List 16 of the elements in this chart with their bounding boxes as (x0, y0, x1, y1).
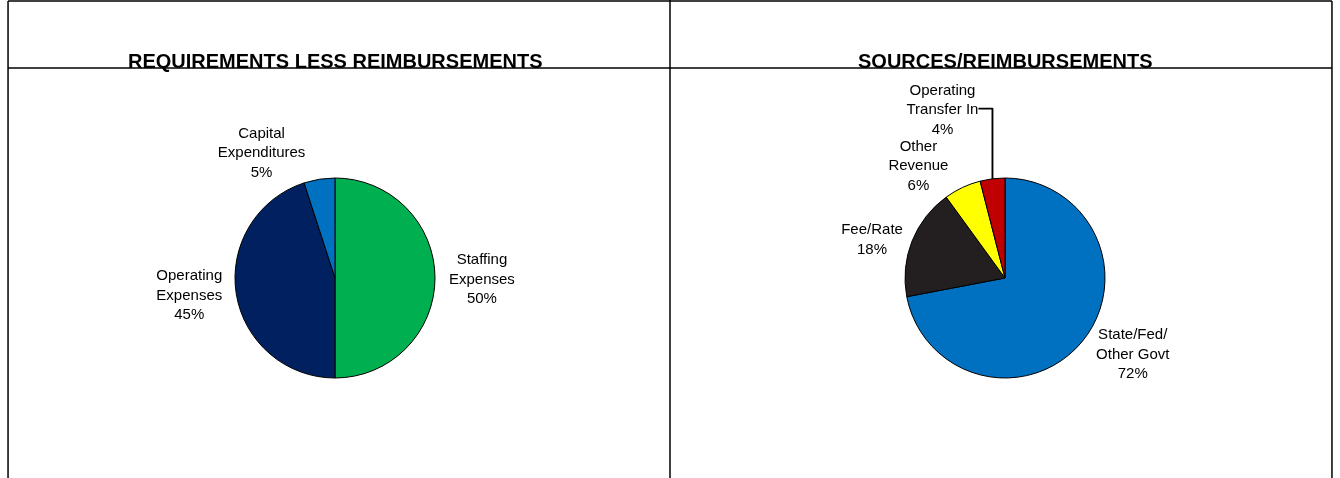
data-label: 18% (857, 239, 888, 257)
slice-label: Capital Expenditures (217, 123, 306, 161)
slice-label: State/Fed/ Other Govt (1096, 325, 1171, 362)
chart-title: REQUIREMENTS LESS REIMBURSEMENTS (128, 50, 543, 72)
slice-label: Staffing Expenses (449, 250, 515, 287)
slice-label: Operating Transfer In (906, 80, 979, 118)
data-label: 50% (466, 289, 497, 306)
chart-title: SOURCES/REIMBURSEMENTS (858, 50, 1153, 72)
slice-label: Operating Expenses (156, 266, 223, 303)
slice-label: Fee/Rate (841, 220, 903, 238)
data-label: 4% (931, 119, 954, 137)
data-label: 6% (907, 175, 930, 193)
data-label: 72% (1117, 364, 1148, 382)
data-label: 5% (250, 162, 273, 180)
slice-label: Other Revenue (888, 136, 949, 174)
data-label: 45% (174, 305, 205, 323)
